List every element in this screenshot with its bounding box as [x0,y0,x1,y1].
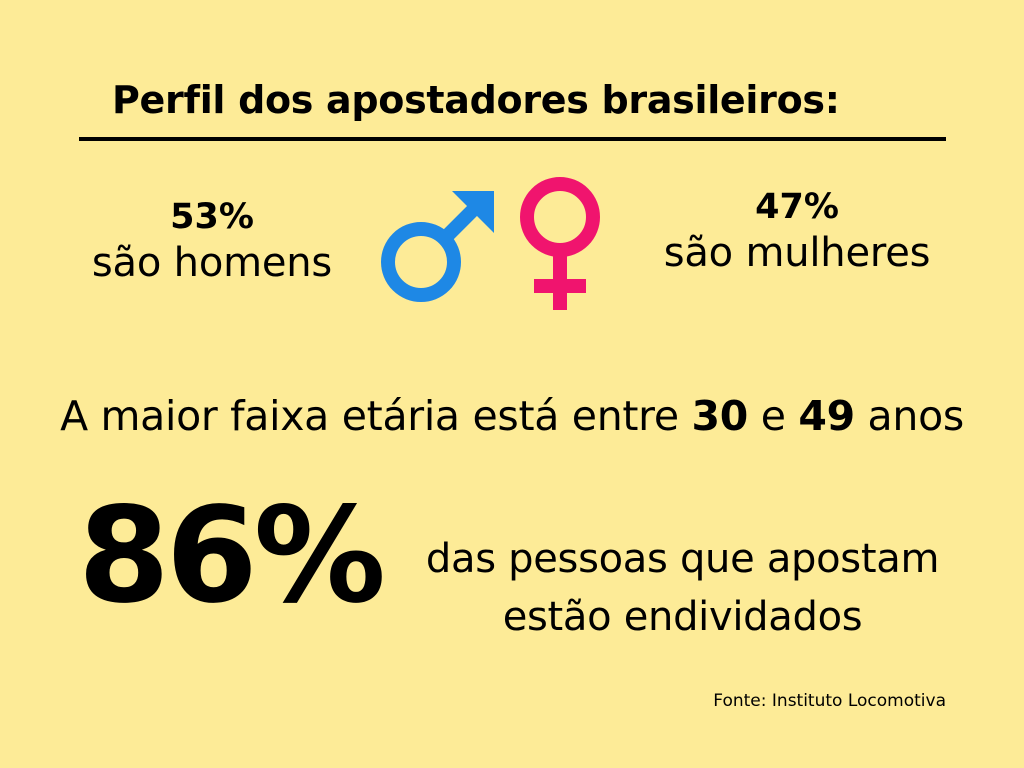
age-from: 30 [691,392,749,440]
age-range-statement: A maior faixa etária está entre 30 e 49 … [0,392,1024,440]
age-connector: e [747,392,799,440]
men-label: são homens [91,240,333,286]
female-symbol-icon [520,177,600,310]
male-symbol-icon [381,191,494,302]
age-to: 49 [798,392,855,440]
page-title: Perfil dos apostadores brasileiros: [112,78,840,122]
title-underline [79,137,946,141]
debt-description: das pessoas que apostam estão endividado… [400,530,965,646]
age-suffix: anos [854,392,965,440]
source-credit: Fonte: Instituto Locomotiva [713,691,946,711]
debt-percent: 86% [78,479,386,633]
women-label: são mulheres [663,230,931,276]
men-percent: 53% [170,197,254,237]
women-percent: 47% [755,187,839,227]
men-stat: 53% são homens [78,196,346,288]
debt-line-1: das pessoas que apostam [425,536,940,582]
age-prefix: A maior faixa etária está entre [60,392,692,440]
debt-line-2: estão endividados [502,594,863,640]
women-stat: 47% são mulheres [652,186,942,278]
